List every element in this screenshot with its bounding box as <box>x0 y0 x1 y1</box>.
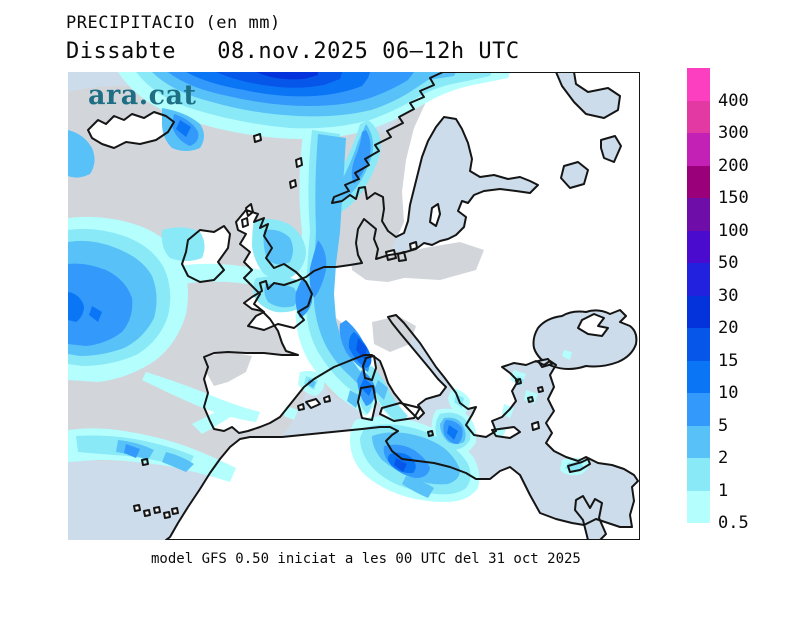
legend-label: 50 <box>718 253 739 273</box>
legend-swatch <box>687 360 710 393</box>
precip-layer <box>68 72 590 502</box>
legend-swatch <box>687 263 710 296</box>
legend-swatch <box>687 230 710 263</box>
legend-bar <box>687 68 710 523</box>
legend-swatch <box>687 133 710 166</box>
page-subtitle: Dissabte 08.nov.2025 06–12h UTC <box>66 39 520 64</box>
legend-swatch <box>687 458 710 491</box>
legend-label: 0.5 <box>718 513 749 533</box>
legend-swatch <box>687 198 710 231</box>
model-caption: model GFS 0.50 iniciat a les 00 UTC del … <box>151 551 581 567</box>
legend-swatch <box>687 425 710 458</box>
legend-label: 2 <box>718 448 729 468</box>
watermark-logo: ara.cat <box>88 80 197 111</box>
legend-swatch <box>687 100 710 133</box>
legend-label: 150 <box>718 188 749 208</box>
europe-precipitation-map <box>68 72 640 540</box>
legend-swatch <box>687 295 710 328</box>
legend-swatch <box>687 328 710 361</box>
legend-label: 300 <box>718 123 749 143</box>
legend-label: 400 <box>718 90 749 111</box>
map-canvas: ara.cat <box>68 72 640 540</box>
legend-swatch <box>687 490 710 523</box>
legend-label: 1 <box>718 480 729 501</box>
legend-label: 5 <box>718 415 729 436</box>
legend-swatch <box>687 165 710 198</box>
legend-swatch <box>687 393 710 426</box>
legend-label: 100 <box>718 220 749 241</box>
legend-label: 20 <box>718 318 739 338</box>
page-title: PRECIPITACIO (en mm) <box>66 13 281 33</box>
legend-label: 200 <box>718 155 749 176</box>
legend-swatch <box>687 68 710 101</box>
inland-seas-layer <box>532 72 638 540</box>
legend-label: 30 <box>718 285 739 306</box>
legend-label: 10 <box>718 383 739 403</box>
legend-labels: 400 300 200 150 100 50 30 20 15 10 5 2 1 0.5 <box>718 68 778 533</box>
legend-label: 15 <box>718 350 739 371</box>
